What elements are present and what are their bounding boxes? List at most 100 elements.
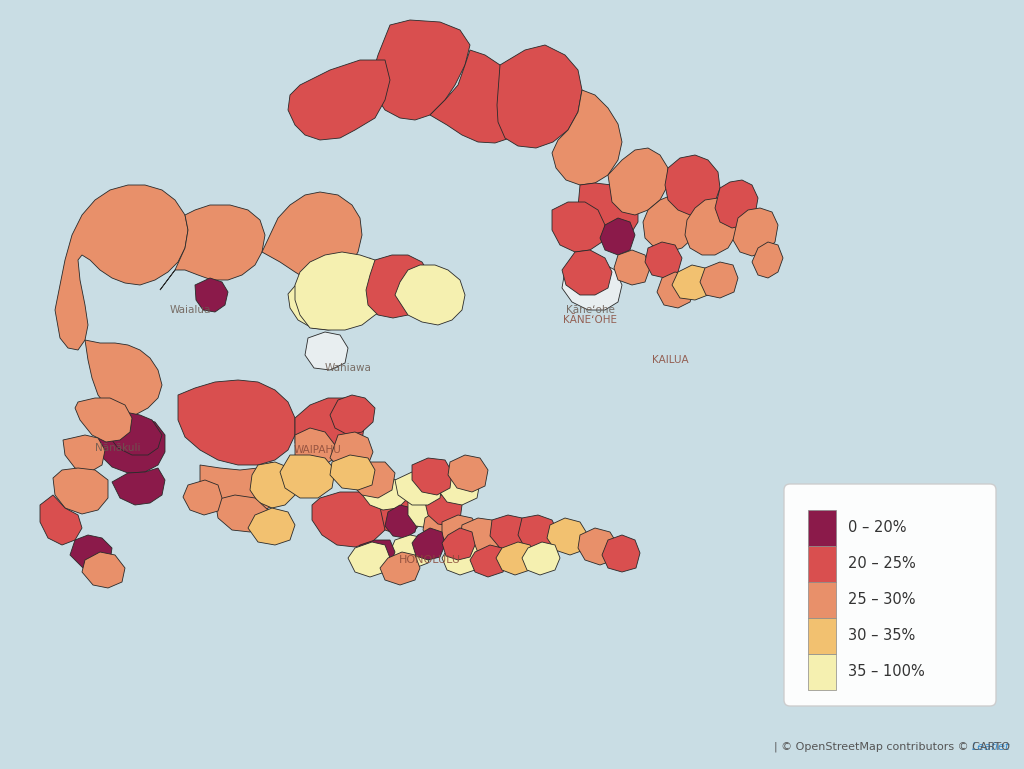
Bar [808, 510, 836, 546]
Polygon shape [215, 495, 268, 532]
Polygon shape [752, 242, 783, 278]
Text: 0 – 20%: 0 – 20% [848, 521, 906, 535]
FancyBboxPatch shape [784, 484, 996, 706]
Text: Waialua: Waialua [169, 305, 211, 315]
Polygon shape [449, 455, 488, 492]
Polygon shape [665, 155, 720, 215]
Text: Leaflet: Leaflet [972, 742, 1010, 752]
Polygon shape [562, 250, 612, 295]
Polygon shape [350, 462, 395, 498]
Polygon shape [430, 50, 528, 143]
Polygon shape [700, 262, 738, 298]
Polygon shape [380, 552, 420, 585]
Polygon shape [378, 492, 425, 535]
Text: | © OpenStreetMap contributors © CARTO: | © OpenStreetMap contributors © CARTO [739, 741, 1010, 752]
Text: 25 – 30%: 25 – 30% [848, 592, 915, 608]
Polygon shape [470, 545, 508, 577]
Text: 30 – 35%: 30 – 35% [848, 628, 915, 644]
Polygon shape [262, 192, 362, 280]
Polygon shape [522, 542, 560, 575]
Polygon shape [305, 332, 348, 370]
Text: KĀNEʻOHE: KĀNEʻOHE [563, 315, 617, 325]
Polygon shape [490, 515, 530, 550]
Polygon shape [178, 380, 295, 465]
Polygon shape [657, 272, 695, 308]
Polygon shape [183, 480, 222, 515]
Polygon shape [108, 408, 162, 455]
Polygon shape [160, 205, 265, 290]
Polygon shape [497, 45, 582, 148]
Text: 20 – 25%: 20 – 25% [848, 557, 915, 571]
Polygon shape [645, 242, 682, 278]
Polygon shape [53, 468, 108, 514]
Polygon shape [552, 90, 622, 185]
Polygon shape [63, 435, 105, 472]
Polygon shape [562, 262, 622, 310]
Polygon shape [643, 195, 698, 252]
Polygon shape [552, 202, 605, 252]
Polygon shape [395, 265, 465, 325]
Polygon shape [423, 510, 460, 545]
Text: KAILUA: KAILUA [651, 355, 688, 365]
Polygon shape [55, 185, 188, 350]
Polygon shape [248, 508, 295, 545]
Polygon shape [460, 518, 500, 555]
Polygon shape [200, 462, 285, 512]
Text: HONOLULU: HONOLULU [399, 555, 461, 565]
Polygon shape [390, 535, 432, 568]
Polygon shape [412, 458, 452, 495]
Polygon shape [578, 528, 618, 565]
Polygon shape [40, 495, 82, 545]
Polygon shape [442, 528, 475, 560]
Bar [808, 618, 836, 654]
Polygon shape [70, 535, 112, 570]
Polygon shape [372, 20, 470, 120]
Polygon shape [672, 265, 712, 300]
Polygon shape [438, 468, 480, 505]
Polygon shape [295, 398, 365, 460]
Polygon shape [442, 515, 480, 551]
Polygon shape [602, 535, 640, 572]
Polygon shape [295, 428, 335, 468]
Text: Kāneʻohe: Kāneʻohe [565, 305, 614, 315]
Polygon shape [608, 148, 668, 215]
Polygon shape [312, 492, 388, 547]
Polygon shape [195, 278, 228, 312]
Polygon shape [715, 180, 758, 228]
Polygon shape [330, 455, 375, 490]
Polygon shape [82, 552, 125, 588]
Polygon shape [355, 540, 395, 570]
Polygon shape [360, 478, 408, 510]
Polygon shape [348, 542, 390, 577]
Polygon shape [578, 183, 638, 242]
Polygon shape [75, 398, 132, 442]
Polygon shape [366, 255, 430, 318]
Polygon shape [496, 542, 535, 575]
Polygon shape [280, 455, 335, 498]
Polygon shape [518, 515, 558, 552]
Polygon shape [600, 218, 635, 255]
Polygon shape [733, 208, 778, 256]
Bar [808, 654, 836, 690]
Polygon shape [385, 505, 418, 538]
Text: Wahiawa: Wahiawa [325, 363, 372, 373]
Polygon shape [288, 258, 375, 330]
Text: Nānākuli: Nānākuli [95, 443, 140, 453]
Bar [808, 582, 836, 618]
Polygon shape [295, 252, 395, 330]
Text: WAIPAHU: WAIPAHU [294, 445, 342, 455]
Polygon shape [395, 472, 442, 505]
Polygon shape [685, 198, 738, 255]
Polygon shape [614, 250, 650, 285]
Polygon shape [288, 60, 390, 140]
Polygon shape [330, 395, 375, 435]
Polygon shape [330, 432, 373, 470]
Polygon shape [98, 418, 165, 473]
Polygon shape [425, 495, 462, 526]
Polygon shape [408, 492, 445, 528]
Polygon shape [442, 542, 480, 575]
Polygon shape [547, 518, 588, 555]
Polygon shape [250, 462, 298, 508]
Text: 35 – 100%: 35 – 100% [848, 664, 925, 680]
Polygon shape [85, 340, 162, 415]
